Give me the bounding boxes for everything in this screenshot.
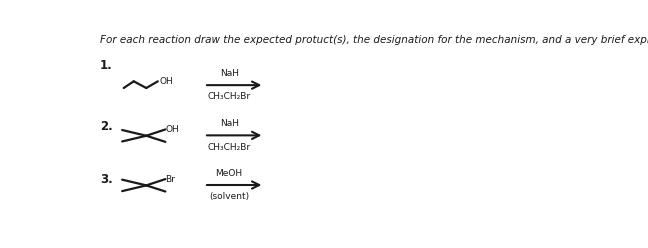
Text: CH₃CH₂Br: CH₃CH₂Br	[207, 92, 251, 101]
Text: OH: OH	[159, 77, 173, 86]
Text: (solvent): (solvent)	[209, 192, 249, 201]
Text: 1.: 1.	[100, 59, 113, 72]
Text: 3.: 3.	[100, 173, 113, 186]
Text: NaH: NaH	[220, 119, 238, 128]
Text: Br: Br	[165, 175, 175, 184]
Text: NaH: NaH	[220, 69, 238, 78]
Text: 2.: 2.	[100, 120, 113, 132]
Text: OH: OH	[165, 125, 179, 134]
Text: MeOH: MeOH	[216, 169, 243, 178]
Text: For each reaction draw the expected protuct(s), the designation for the mechanis: For each reaction draw the expected prot…	[100, 34, 648, 45]
Text: CH₃CH₂Br: CH₃CH₂Br	[207, 143, 251, 152]
